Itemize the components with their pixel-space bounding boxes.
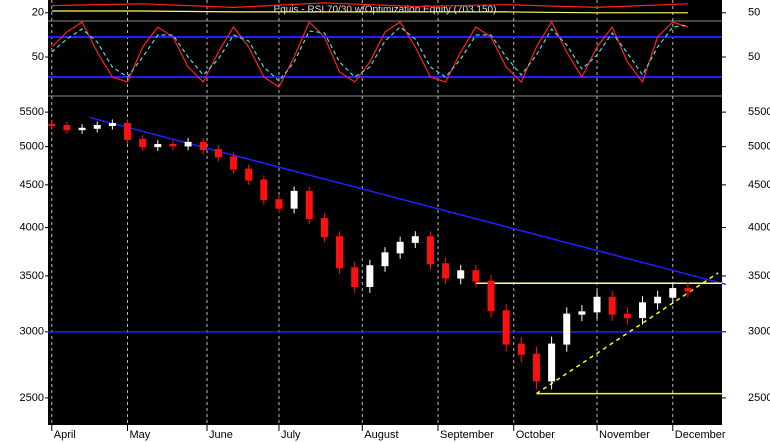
y-tick-label-right: 50 — [748, 51, 760, 63]
candle-body — [563, 313, 571, 345]
candle-body — [593, 296, 601, 313]
x-tick-label: June — [209, 429, 233, 441]
candle-body — [290, 190, 298, 209]
candle-body — [63, 125, 71, 131]
y-tick-label-right: 2500 — [748, 392, 770, 404]
candle-body — [184, 141, 192, 147]
candle-body — [638, 302, 646, 319]
y-tick-label-right: 3500 — [748, 270, 770, 282]
chart-title: Equis - RSI 70/30 w/Optimization Equity … — [274, 5, 497, 16]
candle-body — [305, 190, 313, 220]
plot-area — [48, 0, 722, 425]
x-tick-label: September — [440, 429, 494, 441]
candle-body — [169, 143, 177, 147]
x-tick-label: May — [130, 429, 151, 441]
candle-body — [502, 310, 510, 345]
x-tick-label: July — [281, 429, 301, 441]
candle-body — [517, 343, 525, 355]
candle-body — [260, 179, 268, 201]
y-tick-label: 4000 — [20, 221, 44, 233]
y-tick-label-right: 4000 — [748, 221, 770, 233]
candle-body — [351, 267, 359, 287]
series-line — [51, 10, 688, 14]
x-tick-label: December — [675, 429, 726, 441]
candle-body — [608, 296, 616, 315]
candle-body — [230, 156, 238, 170]
y-tick-label: 3000 — [20, 326, 44, 338]
candle-body — [548, 343, 556, 382]
trend-line — [89, 116, 726, 286]
x-tick-label: April — [54, 429, 76, 441]
candle-body — [154, 143, 162, 148]
candle-body — [381, 252, 389, 267]
candle-body — [78, 127, 86, 131]
series-line — [51, 24, 688, 82]
candle-body — [669, 288, 677, 298]
candle-body — [139, 138, 147, 148]
y-tick-label-right: 5000 — [748, 141, 770, 153]
candle-body — [48, 123, 56, 127]
candle-body — [472, 270, 480, 282]
candle-body — [487, 280, 495, 312]
y-tick-label: 2500 — [20, 392, 44, 404]
candle-body — [199, 141, 207, 151]
candle-body — [336, 236, 344, 269]
candle-body — [93, 125, 101, 129]
y-tick-label-right: 4500 — [748, 179, 770, 191]
series-line — [51, 20, 689, 88]
y2-tick-label: 50 — [748, 7, 760, 19]
y-tick-label: 3500 — [20, 270, 44, 282]
y-tick-label: 5500 — [20, 106, 44, 118]
candle-body — [623, 313, 631, 319]
candle-body — [654, 296, 662, 304]
candle-body — [108, 122, 116, 127]
candle-body — [532, 353, 540, 382]
y-tick-label: 20 — [32, 7, 44, 19]
y-tick-label: 5000 — [20, 141, 44, 153]
series-line — [51, 2, 688, 9]
candle-body — [457, 270, 465, 279]
x-tick-label: August — [364, 429, 398, 441]
candle-body — [411, 236, 419, 243]
candle-body — [245, 168, 253, 181]
candle-body — [578, 311, 586, 315]
y-tick-label: 50 — [32, 51, 44, 63]
x-tick-label: October — [516, 429, 555, 441]
candle-body — [275, 199, 283, 209]
y-tick-label-right: 3000 — [748, 326, 770, 338]
x-tick-label: November — [599, 429, 650, 441]
candle-body — [366, 265, 374, 287]
candle-body — [396, 241, 404, 254]
candle-body — [442, 263, 450, 279]
y-tick-label-right: 5500 — [748, 106, 770, 118]
candle-body — [214, 149, 222, 158]
candle-body — [320, 218, 328, 238]
y-tick-label: 4500 — [20, 179, 44, 191]
candle-body — [426, 236, 434, 265]
candle-body — [684, 288, 692, 292]
candle-body — [124, 122, 132, 140]
